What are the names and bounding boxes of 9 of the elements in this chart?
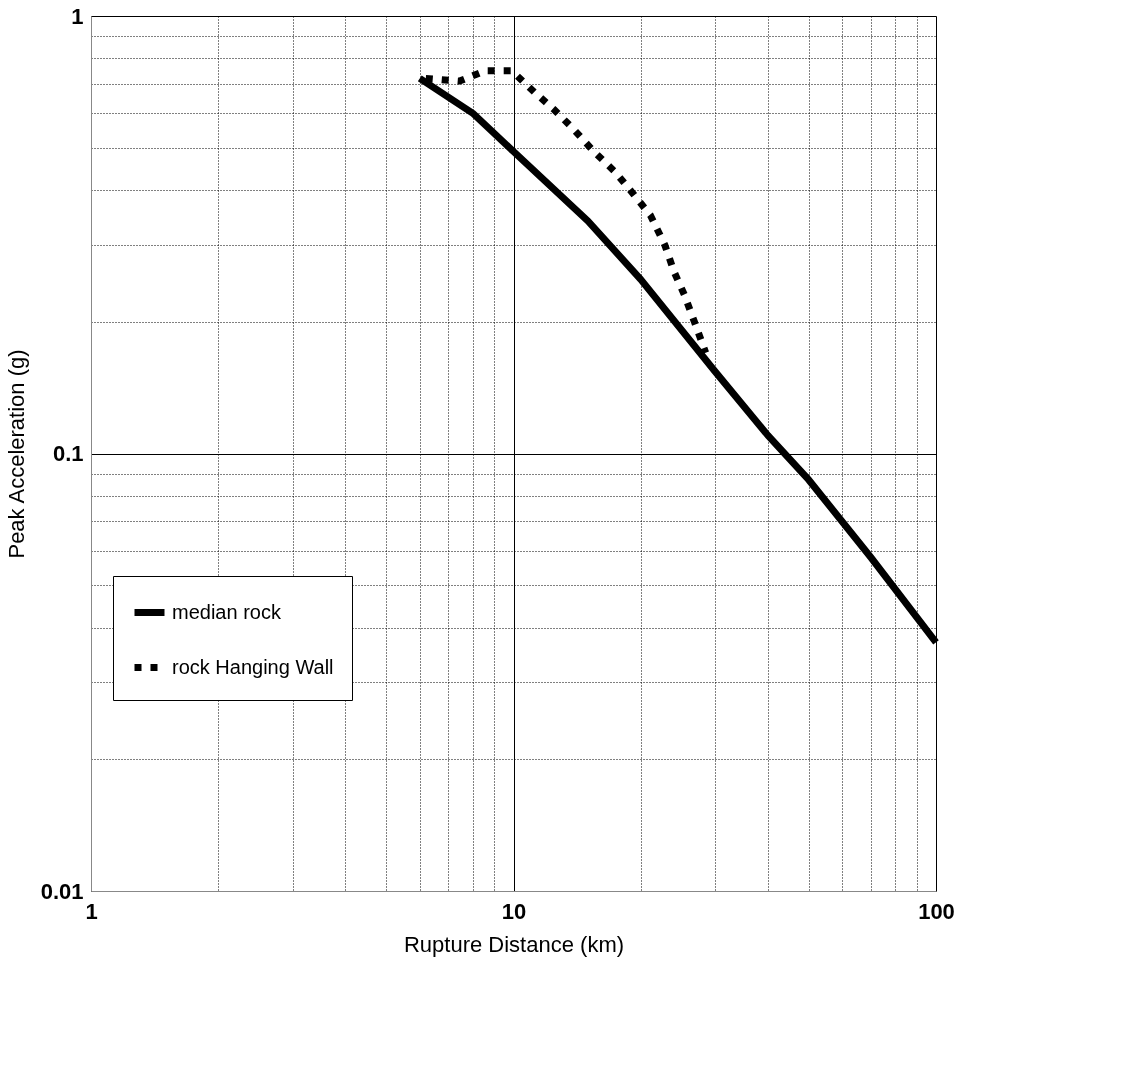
y-tick-label: 1	[71, 3, 84, 29]
legend-label: rock Hanging Wall	[172, 655, 334, 678]
x-tick-label: 10	[501, 898, 527, 924]
x-axis-title: Rupture Distance (km)	[403, 931, 625, 957]
y-tick-label: 0.01	[40, 878, 84, 904]
legend-label: median rock	[172, 600, 282, 623]
x-tick-label: 100	[918, 898, 955, 924]
y-tick-label: 0.1	[52, 441, 84, 466]
y-axis-title: Peak Acceleration (g)	[3, 349, 29, 559]
